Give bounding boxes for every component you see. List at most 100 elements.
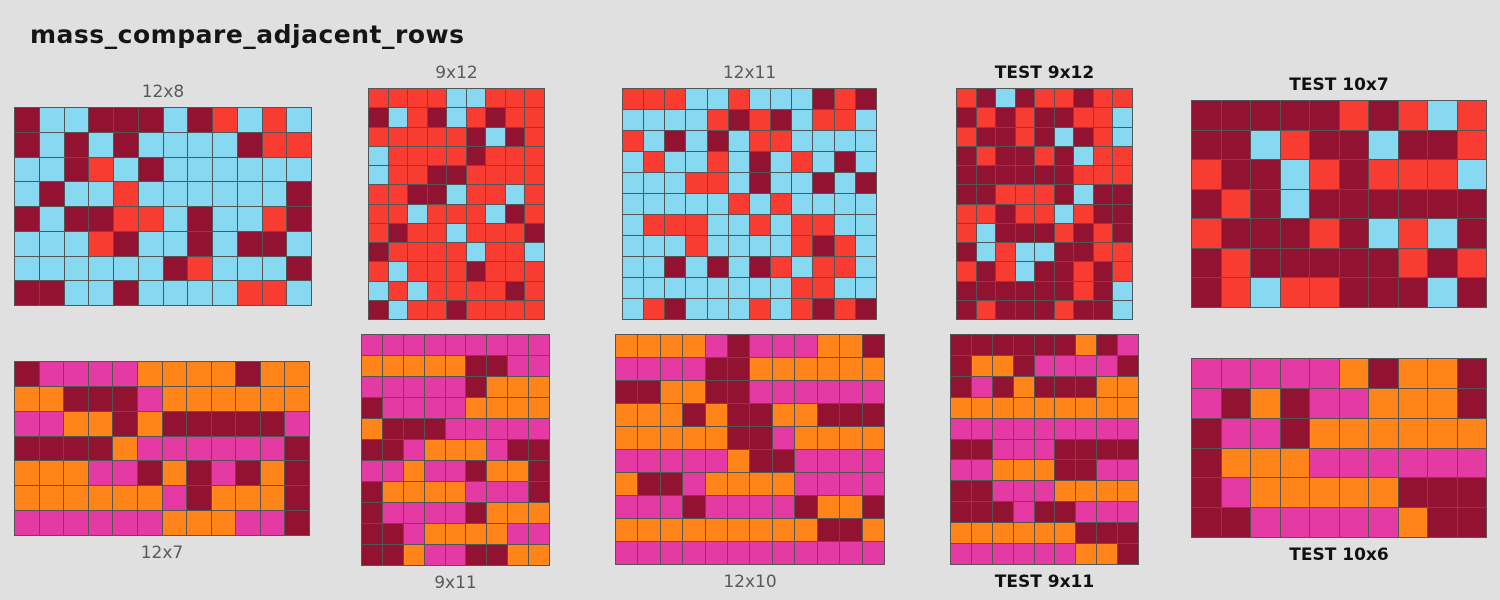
grid-cell xyxy=(1457,189,1486,219)
grid-cell xyxy=(1013,481,1034,502)
grid-cell xyxy=(862,473,884,495)
grid-cell xyxy=(287,256,311,281)
grid-cell xyxy=(285,362,309,386)
grid-cell xyxy=(1369,278,1398,307)
grid-cell xyxy=(1093,127,1113,146)
grid-cell xyxy=(466,356,487,376)
grid-cell xyxy=(976,146,996,165)
grid-cell xyxy=(792,131,813,151)
grid-cell xyxy=(1055,418,1076,439)
grid-cell xyxy=(187,411,211,436)
grid-cell xyxy=(1118,523,1138,544)
grid-cell xyxy=(486,166,505,185)
grid-cell xyxy=(362,545,382,565)
grid-cell xyxy=(113,486,137,511)
grid-cell xyxy=(840,381,862,403)
grid-cell xyxy=(1310,478,1339,508)
grid-cell xyxy=(750,335,772,357)
grid-cell xyxy=(1093,300,1113,319)
grid-cell xyxy=(728,236,749,256)
grid-cell xyxy=(505,127,525,146)
grid-cell xyxy=(728,299,749,319)
grid-cell xyxy=(88,511,113,535)
grid-cell xyxy=(260,386,285,411)
grid-cell xyxy=(529,356,549,376)
grid-cell xyxy=(466,127,486,146)
grid-cell xyxy=(64,281,89,305)
grid-cell xyxy=(505,108,525,127)
grid-cell xyxy=(750,496,772,518)
grid-cell xyxy=(427,300,447,319)
grid-cell xyxy=(992,418,1013,439)
grid-cell xyxy=(749,89,771,109)
grid-cell xyxy=(64,157,89,182)
grid-cell xyxy=(1369,418,1398,448)
grid-cell xyxy=(213,132,237,157)
grid-cell xyxy=(855,299,876,319)
grid-cell xyxy=(1055,481,1076,502)
grid-cell xyxy=(525,300,544,319)
grid-cell xyxy=(660,473,683,495)
grid-cell xyxy=(1221,359,1250,388)
grid-cell xyxy=(1457,388,1486,418)
grid-cell xyxy=(749,152,771,172)
grid-cell xyxy=(445,335,466,355)
grid-cell xyxy=(817,335,840,357)
grid-cell xyxy=(957,166,976,185)
grid-cell xyxy=(113,411,137,436)
grid-cell xyxy=(1221,448,1250,478)
grid-cell xyxy=(1015,185,1035,204)
grid-cell xyxy=(705,496,728,518)
grid-cell xyxy=(39,461,64,486)
grid-cell xyxy=(1428,160,1457,189)
grid-cell xyxy=(772,358,795,380)
grid-cell xyxy=(525,185,544,204)
grid-cell xyxy=(1428,130,1457,160)
grid-cell xyxy=(64,411,88,436)
grid-cell xyxy=(236,411,260,436)
grid-cell xyxy=(1034,523,1055,544)
grid-cell xyxy=(466,503,487,523)
grid-cell xyxy=(15,256,39,281)
grid-cell xyxy=(163,281,188,305)
grid-cell xyxy=(1339,160,1368,189)
grid-cell xyxy=(1398,478,1427,508)
grid-cell xyxy=(529,440,549,460)
grid-cell xyxy=(114,256,138,281)
grid-cell xyxy=(660,542,683,564)
grid-cell xyxy=(749,278,771,298)
grid-cell xyxy=(1035,281,1054,300)
grid-cell xyxy=(683,335,705,357)
grid-cell xyxy=(792,89,813,109)
grid-cell xyxy=(1192,278,1221,307)
grid-cell xyxy=(1339,219,1368,248)
grid-cell xyxy=(772,450,795,472)
grid-cell xyxy=(262,256,287,281)
grid-cell xyxy=(382,356,403,376)
grid-cell xyxy=(427,204,447,223)
grid-cell xyxy=(260,511,285,535)
grid-cell xyxy=(840,427,862,449)
grid-cell xyxy=(817,358,840,380)
grid-cell xyxy=(1192,189,1221,219)
grid-cell xyxy=(707,89,728,109)
grid-cell xyxy=(505,166,525,185)
grid-cell xyxy=(1074,204,1093,223)
grid-cell xyxy=(260,461,285,486)
grid-cell xyxy=(795,496,817,518)
grid-cell xyxy=(792,173,813,193)
grid-cell xyxy=(623,131,644,151)
grid-cell xyxy=(976,166,996,185)
grid-cell xyxy=(505,300,525,319)
grid-cell xyxy=(447,204,466,223)
grid-cell xyxy=(1398,359,1427,388)
grid-cell xyxy=(660,404,683,426)
grid-label-9x12: 9x12 xyxy=(435,63,478,83)
grid-cell xyxy=(996,223,1015,242)
grid-cell xyxy=(1457,359,1486,388)
grid-cell xyxy=(644,131,665,151)
grid-cell xyxy=(616,496,638,518)
grid-cell xyxy=(616,358,638,380)
grid-cell xyxy=(638,450,660,472)
grid-cell xyxy=(1369,101,1398,130)
